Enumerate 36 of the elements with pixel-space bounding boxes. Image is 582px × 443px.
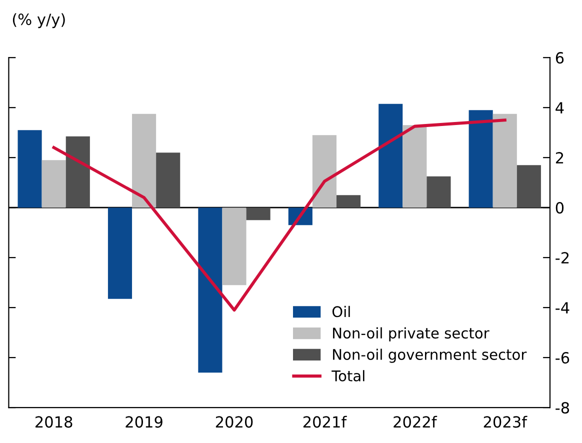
bar (426, 176, 451, 208)
x-tick-label: 2019 (126, 416, 162, 428)
y-tick-label: 0 (556, 202, 564, 214)
bar (66, 136, 90, 208)
bar (156, 152, 180, 208)
x-tick-label: 2018 (36, 416, 72, 428)
x-tick-label: 2022f (394, 416, 438, 428)
bar (132, 114, 156, 208)
y-tick-label: -2 (556, 252, 569, 264)
bar (468, 110, 493, 208)
bar (516, 165, 541, 208)
x-tick-label: 2023f (484, 416, 528, 428)
y-axis-title: (% y/y) (12, 13, 65, 28)
bar (312, 135, 336, 208)
y-tick-label: 4 (556, 102, 564, 114)
legend-label: Non-oil private sector (333, 327, 490, 342)
bar (246, 208, 270, 220)
legend-label: Non-oil government sector (333, 348, 527, 363)
bar (42, 160, 66, 208)
bar (378, 104, 403, 208)
y-tick-label: -4 (556, 302, 570, 314)
y-tick-label: -6 (556, 352, 570, 364)
legend-label: Total (332, 370, 364, 382)
bar (18, 130, 42, 208)
y-tick-label: 6 (556, 52, 564, 64)
bar (108, 208, 132, 299)
legend-label: Oil (332, 306, 350, 318)
bar (492, 114, 517, 208)
y-tick-label: 2 (556, 152, 564, 164)
bar (222, 208, 246, 286)
bar (198, 208, 222, 373)
x-tick-label: 2021f (303, 416, 347, 428)
x-tick-label: 2020 (216, 416, 253, 428)
y-tick-label: -8 (556, 402, 570, 414)
bar (336, 195, 361, 208)
bar (402, 125, 427, 208)
